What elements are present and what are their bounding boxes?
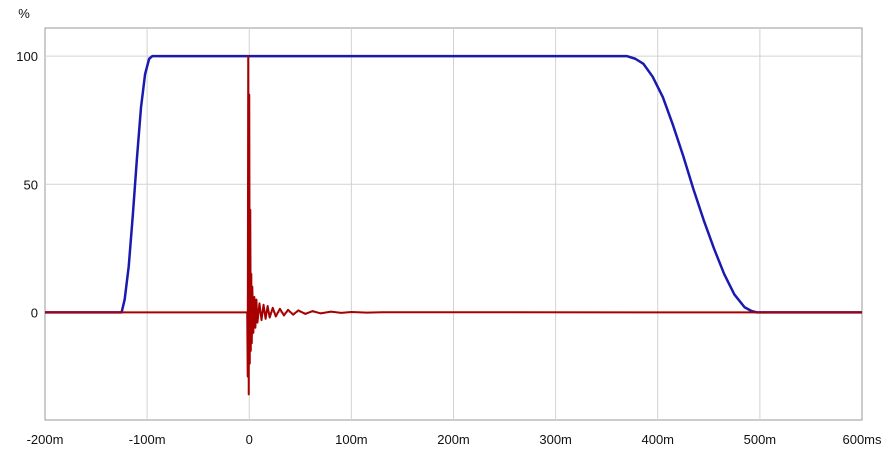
x-tick-label: 400m [641,432,674,447]
x-tick-label: -100m [129,432,166,447]
series-layer [45,54,863,396]
x-tick-labels: -200m -100m 0 100m 200m 300m 400m 500m 600ms [27,432,882,447]
impulse-response-curve [45,55,863,396]
x-tick-label: -200m [27,432,64,447]
y-tick-label: 50 [24,177,38,192]
x-tick-label: 600ms [842,432,882,447]
y-tick-labels: 100 50 0 [16,49,38,320]
x-tick-label: 100m [335,432,368,447]
y-tick-label: 0 [31,305,38,320]
x-tick-label: 200m [437,432,470,447]
envelope-curve [45,54,862,314]
x-tick-label: 500m [744,432,777,447]
x-tick-label: 0 [246,432,253,447]
y-unit-label: % [18,6,30,21]
y-tick-label: 100 [16,49,38,64]
x-tick-label: 300m [539,432,572,447]
